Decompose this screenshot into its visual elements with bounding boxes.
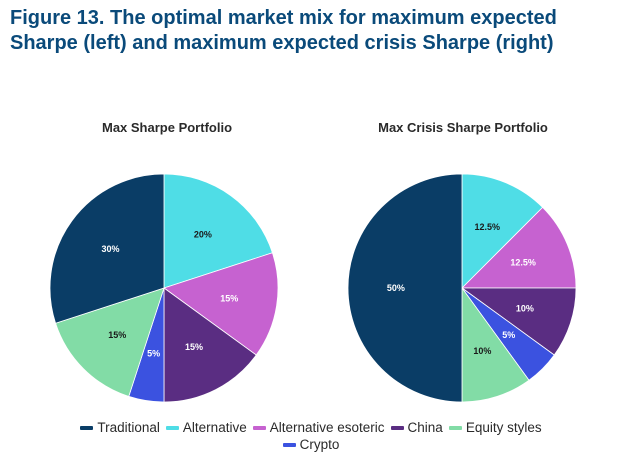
pie-slice-alternative xyxy=(461,173,544,289)
pie-slice-china xyxy=(460,287,577,356)
left-chart-title: Max Sharpe Portfolio xyxy=(101,120,233,135)
slice-label-crypto: 5% xyxy=(147,348,160,358)
max-crisis-sharpe-pie: 12.5% 12.5% 10% 5% 10% 50% xyxy=(347,173,577,403)
slice-label-traditional: 30% xyxy=(102,244,120,254)
slice-label-alternative: 12.5% xyxy=(475,222,501,232)
right-chart-title: Max Crisis Sharpe Portfolio xyxy=(378,120,548,135)
slice-label-alternative-esoteric: 12.5% xyxy=(510,258,536,268)
legend-item-equity-styles: Equity styles xyxy=(448,419,542,436)
legend-swatch xyxy=(252,425,266,430)
legend-swatch xyxy=(165,425,179,430)
legend-label: Alternative esoteric xyxy=(269,420,385,435)
slice-label-alternative: 20% xyxy=(194,230,212,240)
pie-charts: 20% 15% 15% 5% 15% 30% 12.5% 12.5% 10% 5% 10% 50% xyxy=(49,173,577,403)
legend-swatch xyxy=(390,425,404,430)
legend-row: Crypto xyxy=(0,436,622,453)
legend-item-alternative-esoteric: Alternative esoteric xyxy=(252,419,385,436)
slice-label-equity-styles: 15% xyxy=(108,330,126,340)
pie-slice-equity-styles xyxy=(461,286,530,403)
slice-label-china: 10% xyxy=(516,303,534,313)
pie-slice-alternative-esoteric xyxy=(163,252,279,356)
legend-item-crypto: Crypto xyxy=(282,436,340,453)
legend-label: Crypto xyxy=(299,437,340,452)
legend-item-traditional: Traditional xyxy=(80,419,160,436)
pie-slice-china xyxy=(163,287,257,403)
pie-slice-traditional xyxy=(49,173,165,324)
slice-label-crypto: 5% xyxy=(502,330,515,340)
pie-slice-traditional xyxy=(347,173,463,403)
slice-label-equity-styles: 10% xyxy=(473,346,491,356)
legend-swatch xyxy=(282,442,296,447)
legend-label: Equity styles xyxy=(465,420,542,435)
legend-label: Alternative xyxy=(182,420,247,435)
legend-item-china: China xyxy=(390,419,443,436)
legend-label: Traditional xyxy=(97,420,160,435)
figure-title: Figure 13. The optimal market mix for ma… xyxy=(10,7,557,54)
legend-swatch xyxy=(448,425,462,430)
slice-label-alternative-esoteric: 15% xyxy=(220,293,238,303)
legend-label: China xyxy=(407,420,443,435)
legend: Traditional Alternative Alternative esoter… xyxy=(0,419,622,453)
legend-swatch xyxy=(80,425,94,430)
legend-item-alternative: Alternative xyxy=(165,419,247,436)
pie-slice-alternative-esoteric xyxy=(461,206,577,289)
pie-slice-alternative xyxy=(163,173,273,289)
legend-row: Traditional Alternative Alternative esoter… xyxy=(0,419,622,436)
slice-label-china: 15% xyxy=(185,342,203,352)
max-sharpe-pie: 20% 15% 15% 5% 15% 30% xyxy=(49,173,279,403)
pie-slice-equity-styles xyxy=(55,287,165,397)
slice-label-traditional: 50% xyxy=(387,283,405,293)
